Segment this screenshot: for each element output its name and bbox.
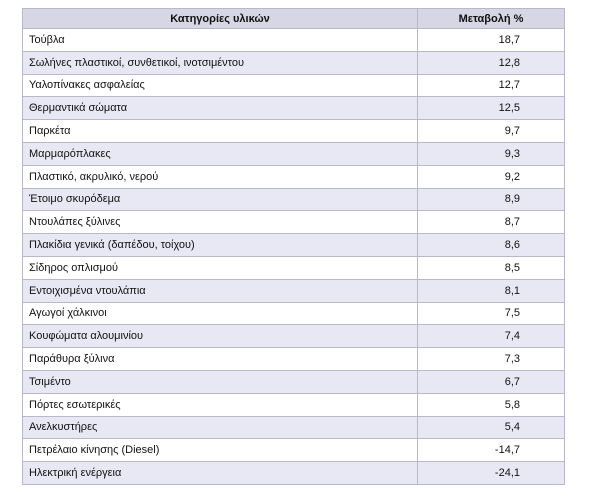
- header-cell: Μεταβολή %: [417, 8, 565, 29]
- table-row: Σωλήνες πλαστικοί, συνθετικοί, ινοτσιμέν…: [22, 50, 565, 75]
- change-cell: -14,7: [417, 438, 565, 463]
- table-row: Σίδηρος οπλισμού 8,5: [22, 255, 565, 280]
- change-cell: 5,8: [417, 392, 565, 417]
- category-cell: Σωλήνες πλαστικοί, συνθετικοί, ινοτσιμέν…: [22, 50, 418, 75]
- category-cell: Πετρέλαιο κίνησης (Diesel): [22, 438, 418, 463]
- table-body: Τούβλα 18,7 Σωλήνες πλαστικοί, συνθετικοί,…: [22, 28, 565, 485]
- category-cell: Παράθυρα ξύλινα: [22, 347, 418, 371]
- table-row: Υαλοπίνακες ασφαλείας 12,7: [22, 73, 565, 98]
- category-cell: Κουφώματα αλουμινίου: [22, 324, 418, 349]
- category-cell: Ηλεκτρική ενέργεια: [22, 461, 418, 485]
- change-cell: 9,2: [417, 164, 565, 189]
- change-cell: 12,5: [417, 96, 565, 121]
- category-cell: Έτοιμο σκυρόδεμα: [22, 187, 418, 212]
- category-cell: Πλαστικό, ακρυλικό, νερού: [22, 164, 418, 189]
- category-cell: Υαλοπίνακες ασφαλείας: [22, 73, 418, 98]
- change-cell: 8,1: [417, 278, 565, 303]
- header-row: Κατηγορίες υλικών Μεταβολή %: [22, 8, 565, 29]
- table-row: Αγωγοί χάλκινοι 7,5: [22, 301, 565, 326]
- category-cell: Τσιμέντο: [22, 369, 418, 394]
- change-cell: 8,7: [417, 210, 565, 235]
- category-cell: Πλακίδια γενικά (δαπέδου, τοίχου): [22, 233, 418, 257]
- change-cell: 8,9: [417, 187, 565, 212]
- table-row: Πλαστικό, ακρυλικό, νερού 9,2: [22, 164, 565, 189]
- table-row: Έτοιμο σκυρόδεμα 8,9: [22, 187, 565, 212]
- table-row: Εντοιχισμένα ντουλάπια 8,1: [22, 278, 565, 303]
- table-row: Πόρτες εσωτερικές 5,8: [22, 392, 565, 417]
- change-cell: 8,6: [417, 233, 565, 257]
- category-cell: Αγωγοί χάλκινοι: [22, 301, 418, 326]
- table-row: Τούβλα 18,7: [22, 28, 565, 52]
- category-cell: Θερμαντικά σώματα: [22, 96, 418, 121]
- change-cell: 7,5: [417, 301, 565, 326]
- category-cell: Παρκέτα: [22, 119, 418, 143]
- table-row: Κουφώματα αλουμινίου 7,4: [22, 324, 565, 349]
- table-row: Ντουλάπες ξύλινες 8,7: [22, 210, 565, 235]
- change-cell: 12,7: [417, 73, 565, 98]
- change-cell: 5,4: [417, 415, 565, 440]
- header-cell: Κατηγορίες υλικών: [22, 8, 418, 29]
- category-cell: Πόρτες εσωτερικές: [22, 392, 418, 417]
- category-cell: Σίδηρος οπλισμού: [22, 255, 418, 280]
- table-row: Πλακίδια γενικά (δαπέδου, τοίχου) 8,6: [22, 233, 565, 257]
- change-cell: 12,8: [417, 50, 565, 75]
- table-row: Θερμαντικά σώματα 12,5: [22, 96, 565, 121]
- table-row: Παράθυρα ξύλινα 7,3: [22, 347, 565, 371]
- category-cell: Μαρμαρόπλακες: [22, 141, 418, 166]
- change-cell: 7,3: [417, 347, 565, 371]
- category-cell: Τούβλα: [22, 28, 418, 52]
- change-cell: 9,7: [417, 119, 565, 143]
- table-row: Ανελκυστήρες 5,4: [22, 415, 565, 440]
- data-table: Κατηγορίες υλικών Μεταβολή % Τούβλα 18,7 Σ…: [22, 8, 565, 485]
- table-row: Παρκέτα 9,7: [22, 119, 565, 143]
- table-row: Ηλεκτρική ενέργεια -24,1: [22, 461, 565, 485]
- change-cell: 6,7: [417, 369, 565, 394]
- change-cell: 8,5: [417, 255, 565, 280]
- category-cell: Ντουλάπες ξύλινες: [22, 210, 418, 235]
- change-cell: 18,7: [417, 28, 565, 52]
- change-cell: -24,1: [417, 461, 565, 485]
- table-row: Πετρέλαιο κίνησης (Diesel) -14,7: [22, 438, 565, 463]
- change-cell: 7,4: [417, 324, 565, 349]
- category-cell: Εντοιχισμένα ντουλάπια: [22, 278, 418, 303]
- change-cell: 9,3: [417, 141, 565, 166]
- category-cell: Ανελκυστήρες: [22, 415, 418, 440]
- table-row: Τσιμέντο 6,7: [22, 369, 565, 394]
- table-row: Μαρμαρόπλακες 9,3: [22, 141, 565, 166]
